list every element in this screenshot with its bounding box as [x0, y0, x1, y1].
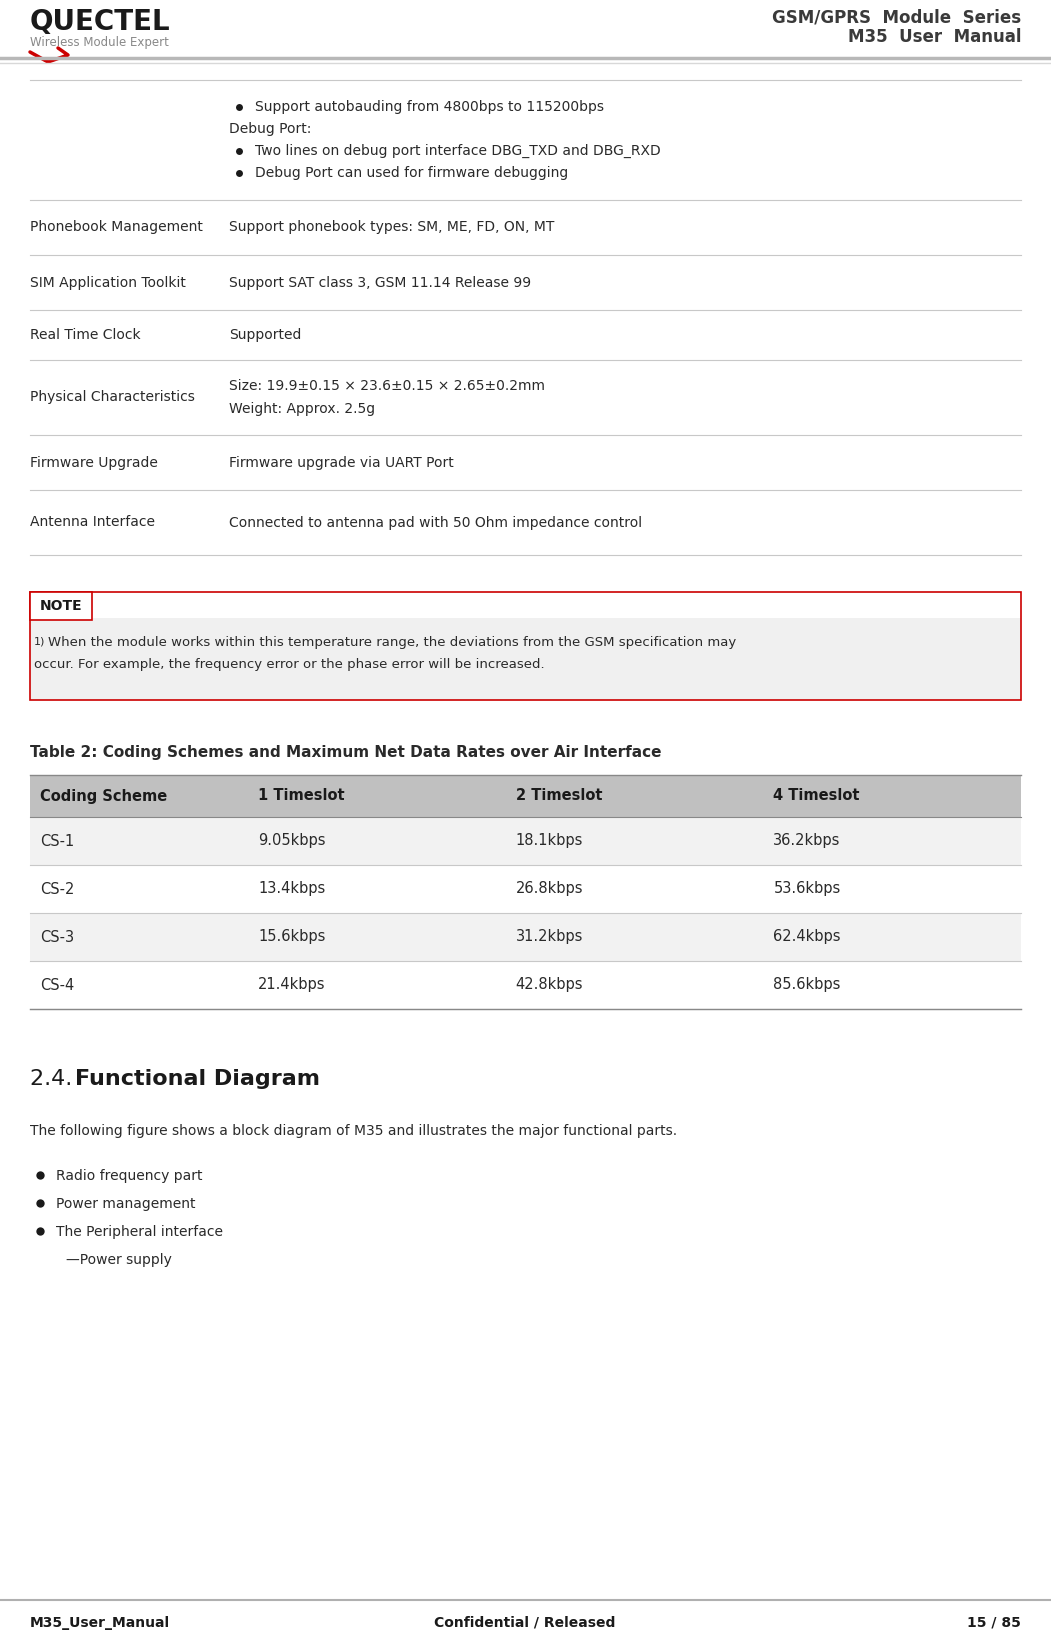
Text: CS-4: CS-4: [40, 978, 75, 993]
Text: 15.6kbps: 15.6kbps: [257, 929, 326, 945]
Text: Table 2: Coding Schemes and Maximum Net Data Rates over Air Interface: Table 2: Coding Schemes and Maximum Net …: [30, 745, 661, 760]
Bar: [30, 591, 92, 621]
Text: 85.6kbps: 85.6kbps: [774, 978, 841, 993]
Text: CS-2: CS-2: [40, 881, 75, 896]
Text: Support autobauding from 4800bps to 115200bps: Support autobauding from 4800bps to 1152…: [255, 100, 604, 115]
Text: Confidential / Released: Confidential / Released: [434, 1617, 616, 1630]
Text: The following figure shows a block diagram of M35 and illustrates the major func: The following figure shows a block diagr…: [30, 1124, 677, 1138]
Text: M35  User  Manual: M35 User Manual: [847, 28, 1021, 46]
Text: 1): 1): [34, 636, 45, 645]
Text: 4 Timeslot: 4 Timeslot: [774, 788, 860, 804]
Text: Coding Scheme: Coding Scheme: [40, 788, 167, 804]
Bar: [30, 775, 1021, 817]
Text: 26.8kbps: 26.8kbps: [516, 881, 583, 896]
Text: 1 Timeslot: 1 Timeslot: [257, 788, 345, 804]
Text: 9.05kbps: 9.05kbps: [257, 834, 326, 848]
Text: Support SAT class 3, GSM 11.14 Release 99: Support SAT class 3, GSM 11.14 Release 9…: [229, 275, 531, 290]
Text: 31.2kbps: 31.2kbps: [516, 929, 583, 945]
Text: Power management: Power management: [56, 1197, 195, 1210]
Text: Connected to antenna pad with 50 Ohm impedance control: Connected to antenna pad with 50 Ohm imp…: [229, 516, 642, 529]
Text: 2 Timeslot: 2 Timeslot: [516, 788, 602, 804]
Text: QUECTEL: QUECTEL: [30, 8, 170, 36]
Bar: [30, 618, 1021, 699]
Text: 53.6kbps: 53.6kbps: [774, 881, 841, 896]
Text: Debug Port:: Debug Port:: [229, 121, 311, 136]
Text: CS-1: CS-1: [40, 834, 75, 848]
Text: 42.8kbps: 42.8kbps: [516, 978, 583, 993]
Text: Radio frequency part: Radio frequency part: [56, 1170, 203, 1183]
Text: Functional Diagram: Functional Diagram: [75, 1070, 320, 1089]
Text: M35_User_Manual: M35_User_Manual: [30, 1617, 170, 1630]
Text: occur. For example, the frequency error or the phase error will be increased.: occur. For example, the frequency error …: [34, 658, 544, 672]
Text: Debug Port can used for firmware debugging: Debug Port can used for firmware debuggi…: [255, 165, 569, 180]
Text: 2.4.: 2.4.: [30, 1070, 80, 1089]
Text: —Power supply: —Power supply: [66, 1253, 172, 1268]
Text: Wireless Module Expert: Wireless Module Expert: [30, 36, 169, 49]
Text: Weight: Approx. 2.5g: Weight: Approx. 2.5g: [229, 401, 375, 416]
Text: 36.2kbps: 36.2kbps: [774, 834, 841, 848]
Text: SIM Application Toolkit: SIM Application Toolkit: [30, 275, 186, 290]
Text: 13.4kbps: 13.4kbps: [257, 881, 325, 896]
Text: Size: 19.9±0.15 × 23.6±0.15 × 2.65±0.2mm: Size: 19.9±0.15 × 23.6±0.15 × 2.65±0.2mm: [229, 380, 545, 393]
Bar: [30, 962, 1021, 1009]
Text: The Peripheral interface: The Peripheral interface: [56, 1225, 223, 1238]
Bar: [30, 591, 1021, 699]
Text: Antenna Interface: Antenna Interface: [30, 516, 154, 529]
Text: Support phonebook types: SM, ME, FD, ON, MT: Support phonebook types: SM, ME, FD, ON,…: [229, 221, 554, 234]
Text: NOTE: NOTE: [40, 600, 82, 613]
Text: Firmware Upgrade: Firmware Upgrade: [30, 455, 158, 470]
Bar: [30, 912, 1021, 962]
Text: Two lines on debug port interface DBG_TXD and DBG_RXD: Two lines on debug port interface DBG_TX…: [255, 144, 661, 159]
Bar: [30, 865, 1021, 912]
Text: Supported: Supported: [229, 328, 302, 342]
Text: Physical Characteristics: Physical Characteristics: [30, 390, 194, 405]
Bar: [30, 817, 1021, 865]
Text: 18.1kbps: 18.1kbps: [516, 834, 583, 848]
Text: CS-3: CS-3: [40, 929, 75, 945]
Text: 62.4kbps: 62.4kbps: [774, 929, 841, 945]
Text: When the module works within this temperature range, the deviations from the GSM: When the module works within this temper…: [48, 636, 737, 649]
Text: Phonebook Management: Phonebook Management: [30, 221, 203, 234]
Text: Firmware upgrade via UART Port: Firmware upgrade via UART Port: [229, 455, 454, 470]
Text: 15 / 85: 15 / 85: [967, 1617, 1021, 1630]
Text: GSM/GPRS  Module  Series: GSM/GPRS Module Series: [771, 8, 1021, 26]
Text: 21.4kbps: 21.4kbps: [257, 978, 326, 993]
Text: Real Time Clock: Real Time Clock: [30, 328, 141, 342]
